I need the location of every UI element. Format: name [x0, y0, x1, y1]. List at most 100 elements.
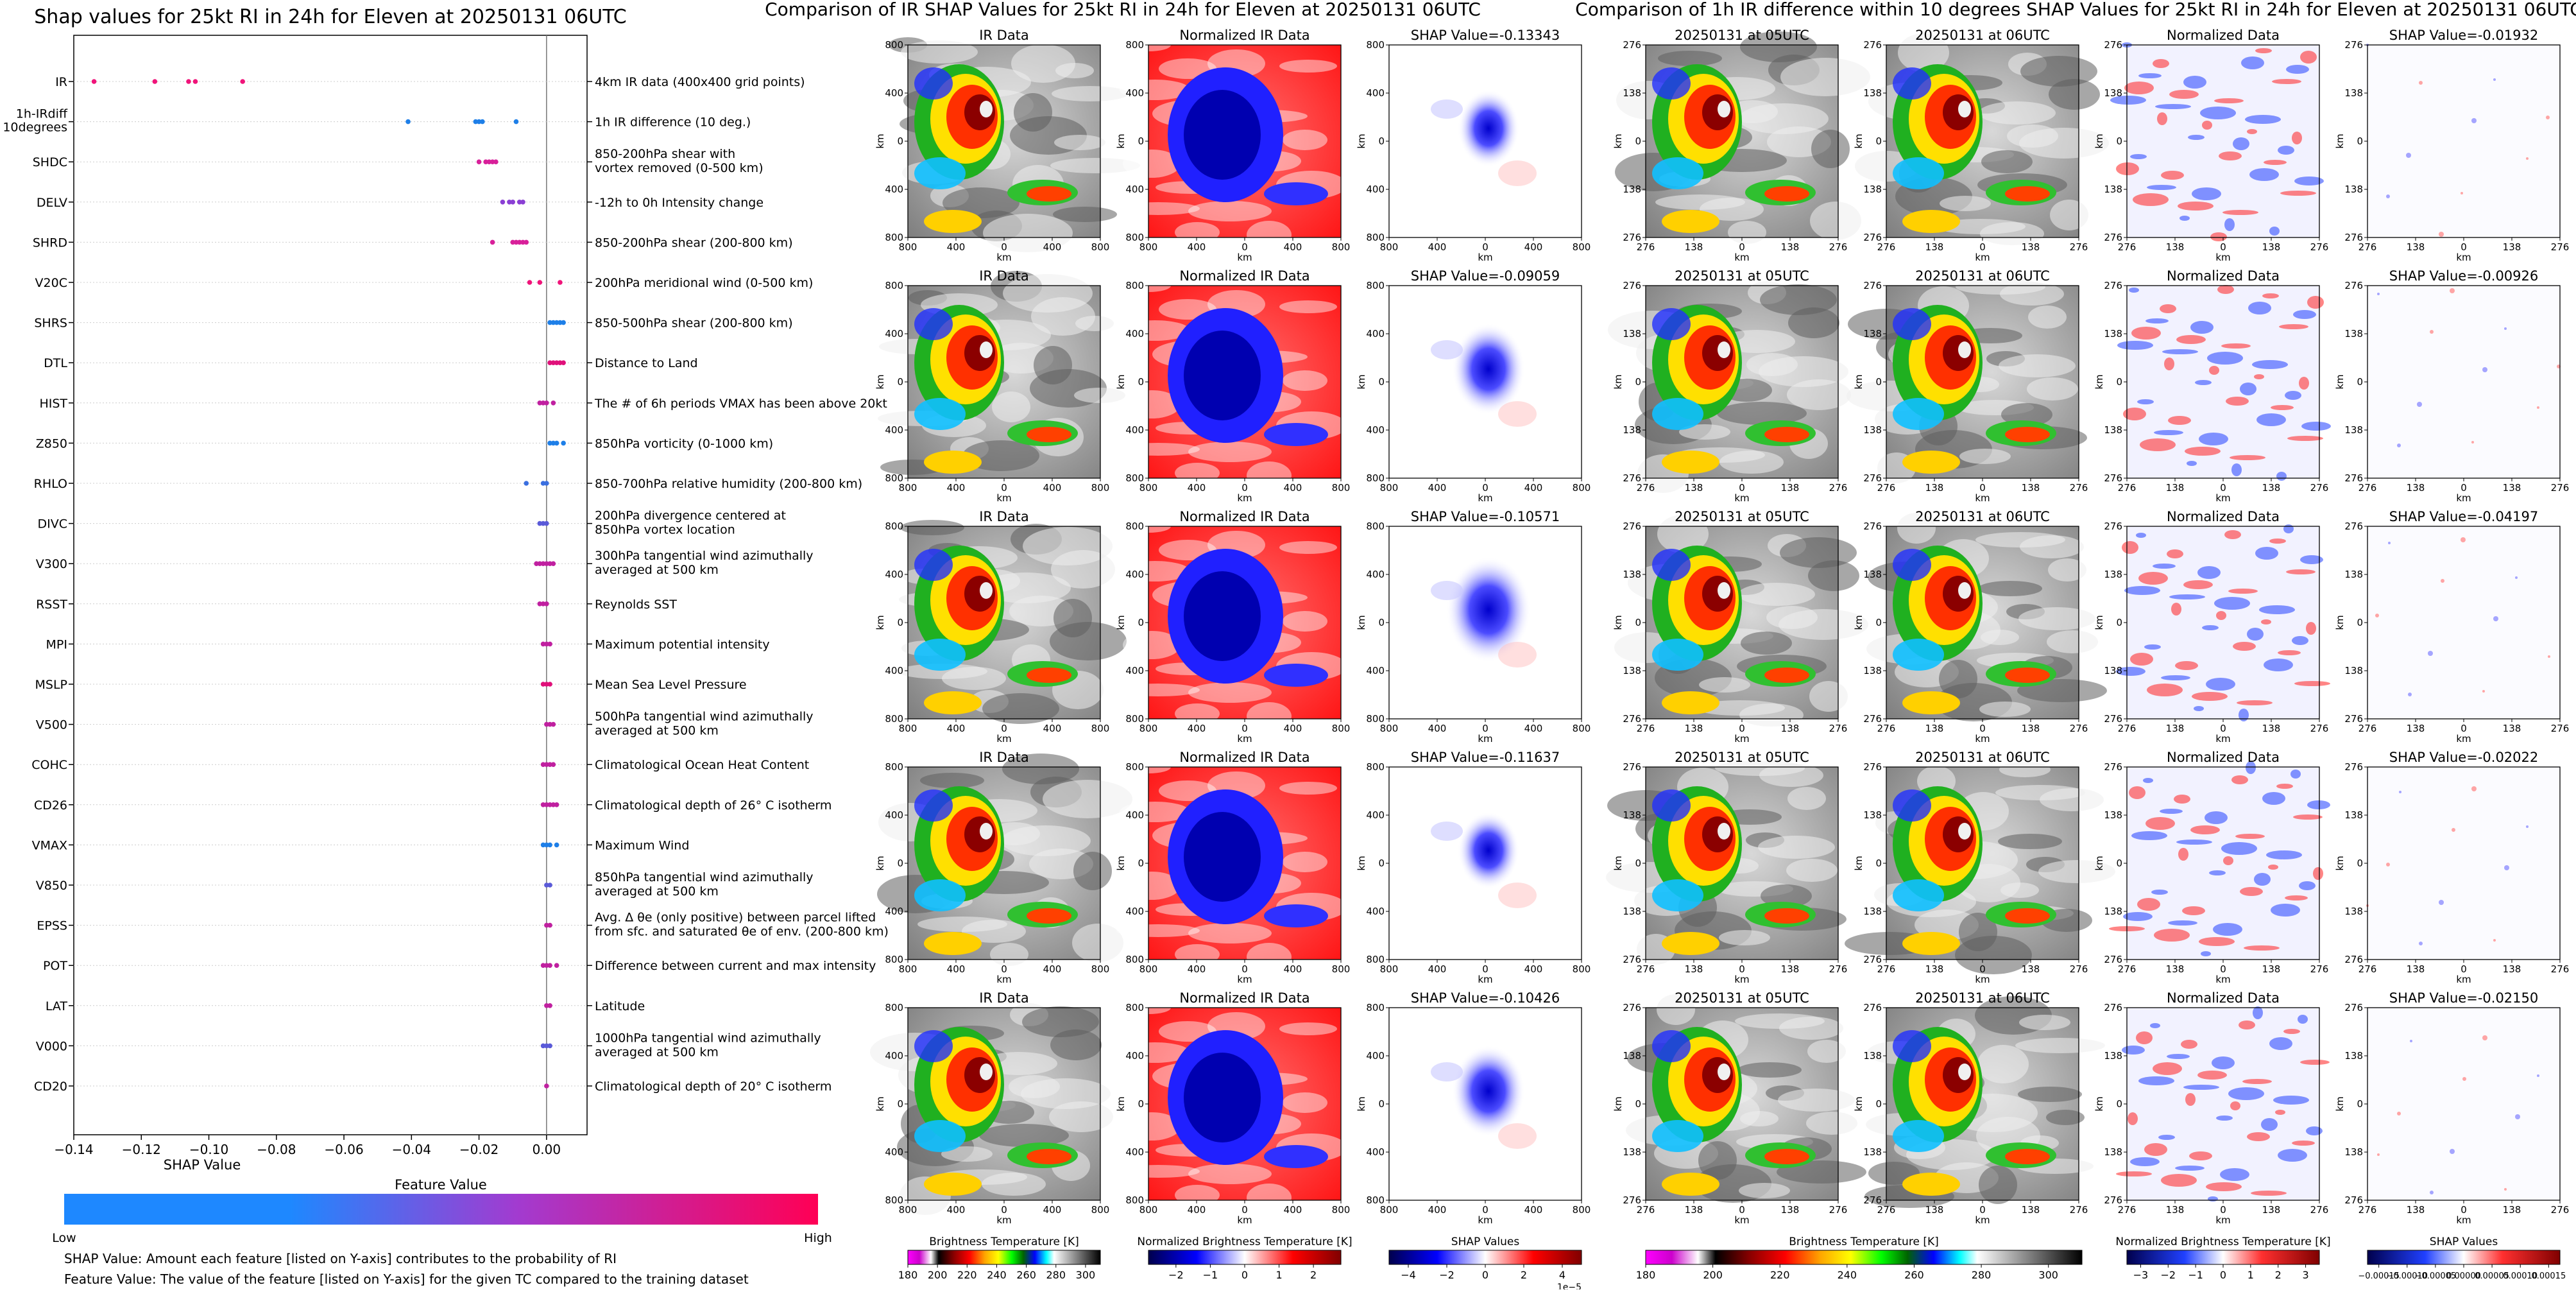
- diff-shap-image-speck: [2461, 192, 2463, 194]
- shap-point: [540, 1043, 546, 1049]
- diff-normalized-image-pattern: [2116, 162, 2139, 175]
- shap-point: [544, 1043, 549, 1049]
- diff-normalized-image-pattern: [2137, 399, 2154, 404]
- diff-normalized-image-pattern: [2307, 800, 2330, 809]
- diff-normalized-image-pattern: [2171, 603, 2181, 616]
- x-tick-label: 0.00: [533, 1142, 561, 1157]
- colorbar-tick-label: 2: [1310, 1269, 1317, 1281]
- diff-normalized-image-pattern: [2307, 296, 2324, 309]
- shap-point: [544, 401, 549, 406]
- y-tick-label: 276: [1863, 232, 1882, 243]
- shap-point: [547, 1003, 552, 1008]
- diff-normalized-image-pattern: [2175, 661, 2198, 670]
- shap-point: [550, 721, 556, 727]
- y-tick-label: 276: [1863, 472, 1882, 484]
- panel-title: Normalized Data: [2167, 750, 2280, 765]
- ir-06utc-image-cloud: [2015, 1038, 2105, 1053]
- diff-normalized-image-pattern: [2217, 285, 2234, 294]
- panel-title: IR Data: [979, 268, 1029, 284]
- ir-data-image-band-blue: [914, 308, 953, 340]
- shap-point: [534, 561, 539, 566]
- y-tick-label: 400: [1125, 328, 1144, 340]
- feature-description: 850-200hPa shear with: [595, 147, 735, 161]
- diff-normalized-image-pattern: [2150, 1023, 2160, 1028]
- colorbar-tick-label: 300: [2038, 1269, 2058, 1281]
- y-tick-label: 138: [1863, 906, 1882, 917]
- ir-06utc-image-cloud: [2048, 558, 2086, 581]
- x-tick-label: 800: [1573, 482, 1591, 494]
- colorbar: [2126, 1250, 2320, 1265]
- ir-06utc-image-band-cyan: [1893, 1120, 1944, 1152]
- y-tick-label: 138: [2104, 906, 2122, 917]
- ir-06utc-image-cloud: [1959, 449, 2011, 464]
- diff-normalized-image-pattern: [2206, 678, 2235, 691]
- y-tick-label: 0: [1378, 135, 1385, 147]
- shap-point: [550, 401, 556, 406]
- normalized-ir-image-streak: [1123, 150, 1181, 178]
- shap-point: [558, 320, 563, 325]
- feature-description: averaged at 500 km: [595, 884, 719, 899]
- x-axis-label: km: [1975, 492, 1990, 504]
- x-tick-label: 0: [1001, 1204, 1007, 1216]
- colorbar-label: Brightness Temperature [K]: [1789, 1236, 1938, 1248]
- shap-point: [520, 239, 525, 245]
- x-tick-label: 276: [2070, 482, 2088, 494]
- x-tick-label: 138: [1781, 241, 1800, 253]
- x-tick-label: 276: [2551, 963, 2570, 975]
- panel-title: 20250131 at 05UTC: [1675, 990, 1809, 1006]
- x-tick-label: 138: [2503, 482, 2521, 494]
- panel-title: IR Data: [979, 509, 1029, 524]
- feature-label: DTL: [44, 356, 67, 370]
- y-tick-label: 800: [885, 761, 903, 773]
- diff-normalized-image-pattern: [2264, 659, 2293, 671]
- x-tick-label: 0: [1482, 723, 1488, 734]
- y-tick-label: 138: [1863, 569, 1882, 580]
- diff-normalized-image-pattern: [2183, 580, 2213, 589]
- shap-point: [240, 79, 245, 84]
- diff-normalized-image-pattern: [2269, 1037, 2292, 1050]
- ir-06utc-image-cloud: [2046, 1110, 2085, 1125]
- y-tick-label: 138: [1623, 906, 1641, 917]
- shap-point: [554, 360, 559, 365]
- diff-shap-image-speck: [2515, 576, 2518, 579]
- diff-normalized-image-pattern: [2293, 814, 2323, 820]
- ir-data-image-cloud: [1050, 1029, 1102, 1060]
- x-tick-label: 0: [1001, 963, 1007, 975]
- y-tick-label: 400: [1366, 906, 1385, 917]
- diff-normalized-image-pattern: [2129, 786, 2145, 799]
- diff-normalized-image-pattern: [2212, 1056, 2235, 1069]
- diff-shap-image-speck: [2452, 828, 2455, 832]
- panel-title: 20250131 at 06UTC: [1915, 28, 2050, 43]
- x-tick-label: 276: [1829, 241, 1848, 253]
- x-tick-label: 138: [1925, 482, 1944, 494]
- colorbar-tick-label: 0.00010: [2503, 1271, 2538, 1281]
- ir-06utc-image-cloud: [1981, 150, 2033, 173]
- x-tick-label: 800: [1380, 1204, 1399, 1216]
- ir-05utc-image-cloud: [1658, 51, 1722, 66]
- y-tick-label: 138: [2344, 424, 2363, 436]
- diff-normalized-image-pattern: [2110, 96, 2146, 105]
- diff-normalized-image-pattern: [2286, 65, 2309, 74]
- diff-normalized-image-pattern: [2185, 447, 2221, 456]
- diff-normalized-image-pattern: [2147, 684, 2183, 696]
- ir-05utc-image-cloud: [1787, 379, 1851, 410]
- y-tick-label: 138: [2344, 328, 2363, 340]
- x-tick-label: 138: [2407, 963, 2425, 975]
- diff-normalized-image-pattern: [2187, 461, 2197, 466]
- x-tick-label: −0.08: [257, 1142, 296, 1157]
- x-tick-label: 0: [2220, 1204, 2226, 1216]
- x-tick-label: 800: [1139, 963, 1158, 975]
- feature-colorbar: [64, 1194, 818, 1225]
- ir-05utc-image-cloud: [1719, 451, 1784, 474]
- diff-normalized-image-pattern: [2130, 653, 2153, 666]
- x-tick-label: 800: [1380, 482, 1399, 494]
- diff-normalized-image-pattern: [2161, 171, 2184, 180]
- panel-title: Normalized IR Data: [1179, 990, 1309, 1006]
- x-tick-label: 138: [2022, 1204, 2040, 1216]
- diff-normalized-image-pattern: [2268, 865, 2278, 870]
- x-tick-label: 138: [2166, 1204, 2185, 1216]
- shap-point: [540, 561, 546, 566]
- y-axis-label: km: [1115, 615, 1127, 630]
- y-tick-label: 800: [1366, 472, 1385, 484]
- diff-normalized-image-pattern: [2190, 825, 2220, 834]
